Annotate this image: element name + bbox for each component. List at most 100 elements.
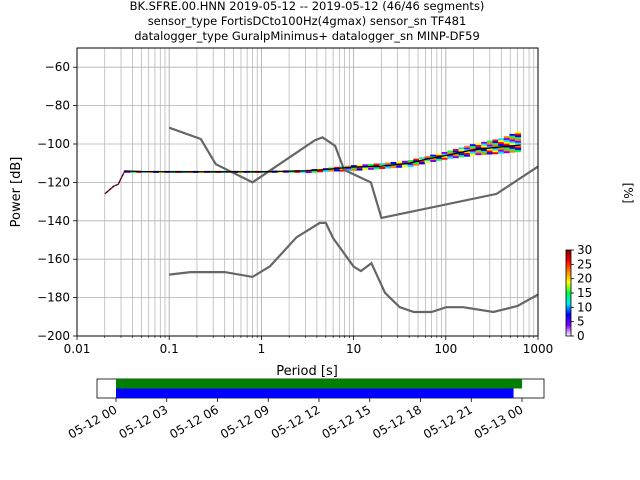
timeline-tick-label: 05-12 15 [320,402,374,441]
histogram-cell [458,153,465,156]
y-tick-label: −180 [37,291,70,305]
histogram-cell [373,163,380,166]
histogram-cell [481,152,488,155]
x-tick-label: 10 [346,342,361,356]
histogram-cell [464,154,471,157]
title-line: BK.SFRE.00.HNN 2019-05-12 -- 2019-05-12 … [130,0,485,13]
histogram-cell [486,150,493,153]
histogram-cell [322,169,329,172]
histogram-cell [413,163,420,166]
histogram-cell [407,163,414,166]
histogram-cell [328,169,335,172]
histogram-cell [379,163,386,166]
histogram-cell [515,137,522,140]
timeline-tick-label: 05-12 18 [370,402,424,441]
title-line: sensor_type FortisDCto100Hz(4gmax) senso… [148,14,467,28]
histogram-cell [334,169,341,172]
y-tick-label: −80 [45,99,70,113]
colorbar-strip [565,249,572,337]
histogram-cell [515,139,522,142]
colorbar-tick-label: 0 [577,329,585,343]
histogram-cell [368,163,374,166]
histogram-cell [486,140,493,143]
histogram-cell [458,155,465,158]
histogram-cell [407,160,414,163]
histogram-cell [384,162,391,165]
histogram-cell [356,168,363,171]
histogram-cell [311,170,318,173]
histogram-cell [503,139,510,142]
histogram-cell [441,152,448,155]
histogram-cell [435,153,442,156]
histogram-cell [362,168,369,171]
histogram-cell [475,149,482,152]
histogram-cell [509,137,516,140]
histogram-cell [305,171,312,174]
histogram-cell [435,158,442,161]
ppsd-mode-line [104,144,521,195]
y-axis-ticks: −60 −80 −100 −120 −140 −160 −180 −200 [37,60,77,343]
histogram-cell [509,148,516,151]
histogram-cell [447,156,454,159]
x-tick-label: 100 [434,342,457,356]
grid-lines [76,48,538,337]
histogram-cell [515,146,522,149]
x-tick-label: 0.01 [64,342,91,356]
histogram-cell [515,135,522,138]
histogram-cell [492,148,499,151]
x-axis-ticks: 0.01 0.1 1 10 100 1000 [64,336,554,356]
colorbar-label: [%] [621,183,635,204]
histogram-cell [492,150,499,153]
histogram-cell [509,141,516,144]
timeline-tick-label: 05-12 06 [167,402,221,441]
histogram-cell [464,145,471,148]
mode-line [104,144,521,195]
histogram-cell [424,159,431,162]
histogram-cell [498,140,505,143]
y-axis-label: Power [dB] [9,157,24,228]
histogram-cell [345,165,352,168]
histogram-cell [413,162,420,165]
timeline-bar [116,379,522,389]
histogram-cell [481,151,488,154]
histogram-cell [498,149,505,152]
histogram-cell [509,133,516,136]
histogram-cell [503,149,510,152]
histogram-cell [469,148,476,151]
timeline-tick-label: 05-12 21 [421,402,475,441]
histogram-cell [418,160,425,163]
histogram-cell [435,157,442,160]
histogram-cell [464,152,471,155]
histogram-cell [390,161,397,165]
histogram-cell [447,154,454,157]
histogram-cell [481,143,488,146]
histogram-cell [498,142,505,145]
histogram-cell [486,152,493,155]
histogram-cell [464,151,471,154]
x-tick-label: 1 [258,342,266,356]
histogram-cell [424,161,431,164]
histogram-cell [464,149,471,152]
histogram-cell [452,156,459,159]
histogram-cell [515,140,522,143]
histogram-cell [418,157,425,160]
x-tick-label: 0.1 [160,342,179,356]
histogram-cell [503,138,510,141]
plot-area [77,48,538,336]
histogram-cell [475,153,482,156]
histogram-cell [509,146,516,149]
x-axis-label: Period [s] [276,364,338,379]
y-tick-label: −60 [45,60,70,74]
histogram-cell [509,139,516,142]
histogram-cell [475,143,482,146]
timeline-tick-label: 05-12 09 [218,402,272,441]
histogram-cell [503,141,510,144]
histogram-cell [481,149,488,152]
high-noise-model-line [168,126,539,220]
histogram-cell [475,151,482,154]
histogram-cell [413,158,420,161]
histogram-cell [464,147,471,150]
x-tick-label: 1000 [523,342,554,356]
colorbar-tick-label: 30 [577,243,592,257]
